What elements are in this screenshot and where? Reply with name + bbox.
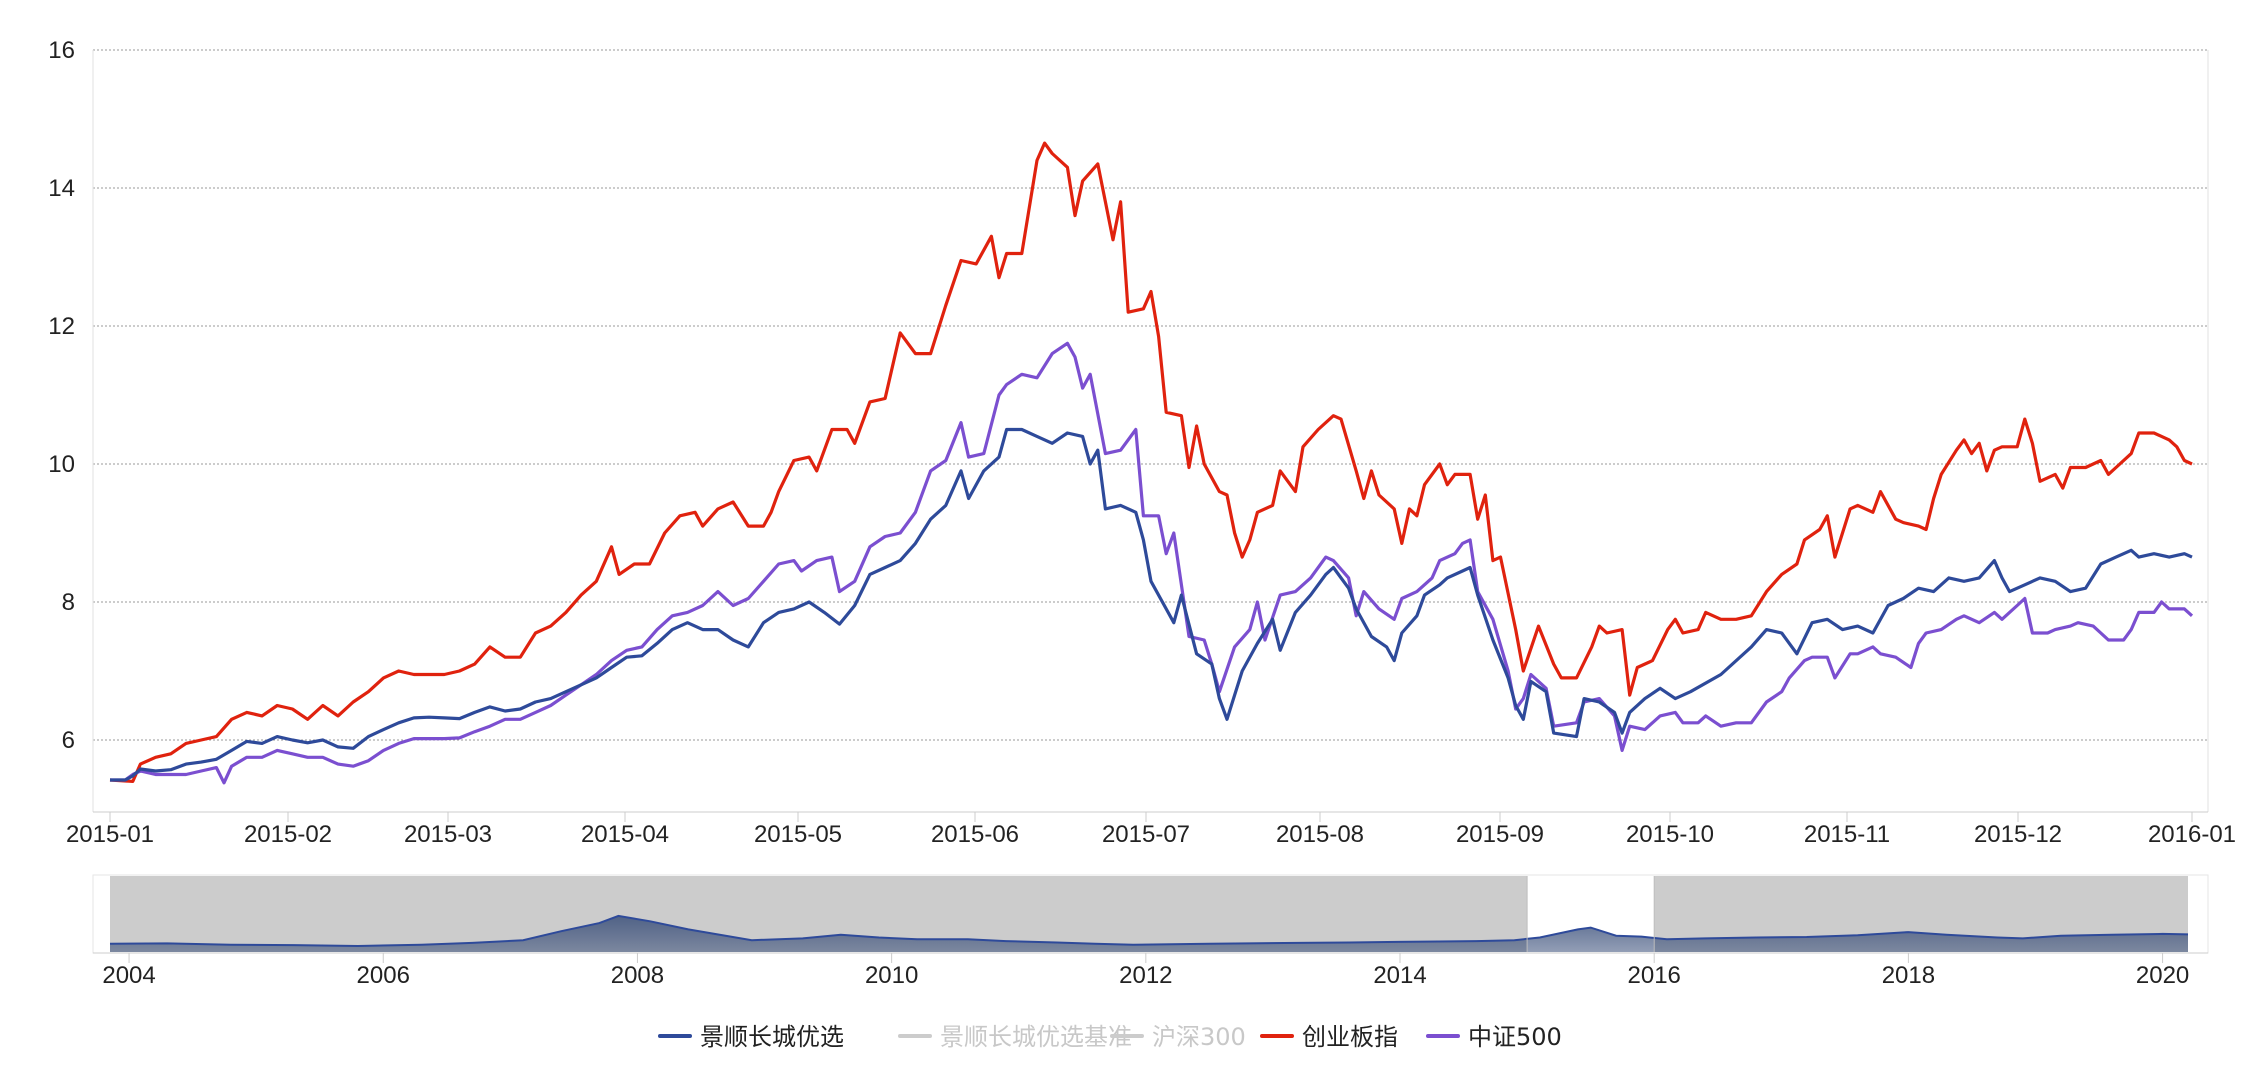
x-tick-label: 2015-05 <box>754 821 842 848</box>
navigator-line <box>109 914 2189 948</box>
gridlines <box>93 49 2208 741</box>
legend-item-沪深300[interactable]: 沪深300 <box>1110 1023 1246 1051</box>
y-tick-label: 10 <box>48 451 75 478</box>
x-tick-label: 2015-07 <box>1102 821 1190 848</box>
navigator-area <box>110 915 2188 952</box>
y-tick-label: 6 <box>62 727 75 754</box>
navigator-tick-label: 2018 <box>1882 962 1935 989</box>
x-tick-label: 2016-01 <box>2148 821 2236 848</box>
navigator-tick-label: 2006 <box>357 962 410 989</box>
series-line-中证500 <box>110 341 2194 785</box>
y-tick-label: 16 <box>48 37 75 64</box>
legend-label: 中证500 <box>1468 1023 1562 1051</box>
x-tick-label: 2015-12 <box>1974 821 2062 848</box>
navigator-tick-label: 2004 <box>102 962 155 989</box>
series-line-景顺长城优选 <box>110 427 2193 782</box>
navigator-tick-label: 2014 <box>1373 962 1426 989</box>
series-lines <box>109 141 2194 785</box>
navigator-tick-label: 2012 <box>1119 962 1172 989</box>
navigator-tick-label: 2020 <box>2136 962 2189 989</box>
legend-item-中证500[interactable]: 中证500 <box>1426 1023 1562 1051</box>
navigator[interactable]: 2004 2006 2008 2010 2012 2014 2016 2018 2020 <box>92 874 2209 989</box>
legend-label: 景顺长城优选 <box>700 1023 844 1051</box>
y-tick-label: 12 <box>48 313 75 340</box>
series-line-创业板指 <box>109 141 2193 783</box>
x-tick-label: 2015-04 <box>581 821 669 848</box>
axes: 6 8 10 12 14 16 2015-01 2015-02 2015-03 2015-04 20… <box>48 37 2236 848</box>
x-tick-label: 2015-02 <box>244 821 332 848</box>
y-tick-label: 8 <box>62 589 75 616</box>
x-tick-label: 2015-09 <box>1456 821 1544 848</box>
x-tick-label: 2015-03 <box>404 821 492 848</box>
legend-label: 沪深300 <box>1152 1023 1246 1051</box>
navigator-tick-label: 2010 <box>865 962 918 989</box>
navigator-tick-label: 2016 <box>1628 962 1681 989</box>
legend: 景顺长城优选 景顺长城优选基准 沪深300 创业板指 中证500 <box>658 1023 1562 1051</box>
legend-item-景顺长城优选基准[interactable]: 景顺长城优选基准 <box>898 1023 1132 1051</box>
legend-label: 创业板指 <box>1302 1023 1398 1051</box>
x-tick-label: 2015-06 <box>931 821 1019 848</box>
legend-label: 景顺长城优选基准 <box>940 1023 1132 1051</box>
x-tick-label: 2015-11 <box>1804 821 1890 848</box>
x-tick-label: 2015-08 <box>1276 821 1364 848</box>
x-tick-label: 2015-10 <box>1626 821 1714 848</box>
navigator-tick-label: 2008 <box>611 962 664 989</box>
legend-item-创业板指[interactable]: 创业板指 <box>1260 1023 1398 1051</box>
x-tick-label: 2015-01 <box>66 821 154 848</box>
y-tick-label: 14 <box>48 175 75 202</box>
legend-item-景顺长城优选[interactable]: 景顺长城优选 <box>658 1023 844 1051</box>
